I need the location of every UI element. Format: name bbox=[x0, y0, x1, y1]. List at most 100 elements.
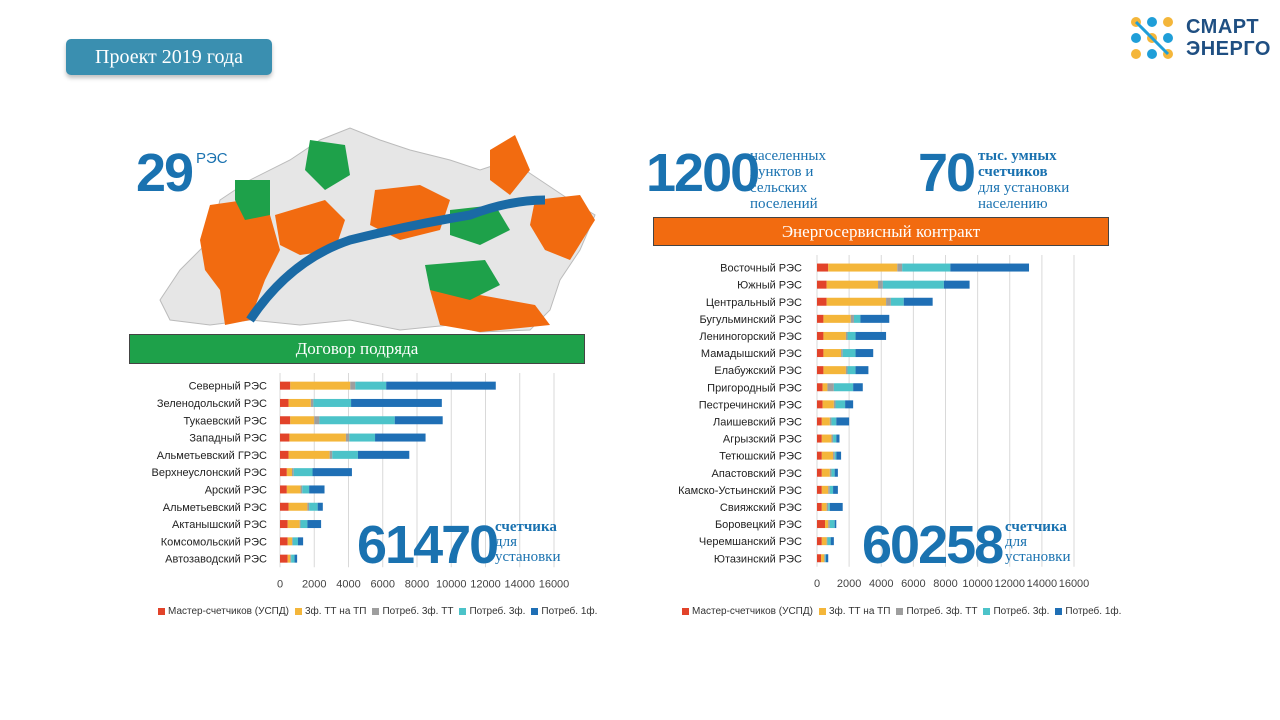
left-total-label-line: для bbox=[495, 534, 518, 550]
legend-swatch bbox=[818, 608, 826, 615]
bar-segment bbox=[831, 468, 835, 477]
bar-segment bbox=[826, 297, 887, 306]
bar-segment bbox=[855, 349, 874, 358]
bar-segment bbox=[821, 417, 830, 426]
bar-segment bbox=[313, 398, 352, 407]
bar-segment bbox=[841, 349, 843, 358]
bar-segment bbox=[286, 468, 292, 477]
legend-item: 3ф. ТТ на ТП bbox=[818, 606, 890, 617]
category-label: Западный РЭС bbox=[189, 433, 267, 445]
category-label: Центральный РЭС bbox=[706, 297, 802, 309]
bar-segment bbox=[280, 537, 288, 546]
bar-segment bbox=[828, 485, 830, 494]
legend-label: 3ф. ТТ на ТП bbox=[304, 606, 367, 617]
bar-segment bbox=[822, 383, 828, 392]
bar-segment bbox=[307, 502, 310, 511]
bar-segment bbox=[280, 381, 291, 390]
bar-segment bbox=[280, 398, 289, 407]
bar-segment bbox=[312, 468, 352, 477]
legend-label: Потреб. 1ф. bbox=[1065, 606, 1122, 617]
legend-item: Потреб. 3ф. ТТ bbox=[372, 606, 453, 617]
legend-swatch bbox=[459, 608, 467, 615]
x-tick-label: 0 bbox=[814, 578, 820, 590]
bar-segment bbox=[829, 485, 834, 494]
x-tick-label: 6000 bbox=[901, 578, 925, 590]
bar-segment bbox=[902, 263, 951, 272]
logo-dots-icon bbox=[1131, 17, 1173, 59]
bar-segment bbox=[823, 349, 842, 358]
map-region-orange-ne bbox=[490, 135, 530, 195]
bar-segment bbox=[355, 381, 387, 390]
bar-segment bbox=[850, 314, 854, 323]
x-tick-label: 16000 bbox=[539, 578, 570, 590]
map-region-green-south bbox=[425, 260, 500, 300]
bar-segment bbox=[332, 450, 358, 459]
bar-segment bbox=[307, 520, 322, 529]
left-total-label: счетчика для установки bbox=[495, 520, 560, 565]
meters-label-line: населению bbox=[978, 196, 1048, 212]
x-tick-label: 2000 bbox=[837, 578, 861, 590]
res-count: 29 bbox=[136, 143, 194, 203]
bar-segment bbox=[817, 520, 826, 529]
region-map bbox=[159, 127, 596, 333]
map-region-orange-east bbox=[530, 195, 595, 260]
category-label: Лаишевский РЭС bbox=[713, 416, 802, 428]
bar-segment bbox=[375, 433, 426, 442]
bar-segment bbox=[855, 366, 869, 375]
bar-segment bbox=[826, 537, 828, 546]
bar-segment bbox=[817, 468, 822, 477]
category-label: Елабужский РЭС bbox=[714, 365, 802, 377]
bar-segment bbox=[817, 331, 824, 340]
legend-item: 3ф. ТТ на ТП bbox=[294, 606, 367, 617]
bar-segment bbox=[821, 485, 829, 494]
bar-segment bbox=[821, 468, 830, 477]
bar-segment bbox=[822, 400, 834, 409]
chart-right: 0 2000 4000 6000 8000 10000 12000 14000 16000 Вос… bbox=[678, 255, 1090, 590]
bar-segment bbox=[280, 416, 291, 425]
bar-segment bbox=[288, 398, 311, 407]
map-region-orange-west bbox=[200, 200, 280, 325]
category-label: Боровецкий РЭС bbox=[715, 519, 802, 531]
bar-segment bbox=[834, 520, 837, 529]
bar-segment bbox=[825, 554, 826, 563]
bar-segment bbox=[836, 417, 850, 426]
category-label: Верхнеуслонский РЭС bbox=[152, 467, 268, 479]
legend-swatch bbox=[1055, 608, 1063, 615]
bar-segment bbox=[827, 383, 834, 392]
category-label: Мамадышский РЭС bbox=[701, 348, 802, 360]
bar-segment bbox=[300, 485, 303, 494]
bar-segment bbox=[288, 502, 308, 511]
category-label: Тукаевский РЭС bbox=[184, 415, 268, 427]
bar-segment bbox=[821, 434, 832, 443]
map-river bbox=[246, 195, 546, 323]
bar-segment bbox=[280, 502, 289, 511]
x-tick-label: 12000 bbox=[994, 578, 1025, 590]
bar-segment bbox=[280, 485, 287, 494]
legend-label: Потреб. 3ф. ТТ bbox=[906, 606, 978, 617]
legend-item: Мастер-счетчиков (УСПД) bbox=[682, 606, 813, 617]
bar-segment bbox=[287, 554, 291, 563]
bar-segment bbox=[280, 554, 288, 563]
bar-segment bbox=[835, 400, 846, 409]
bar-segment bbox=[302, 485, 310, 494]
category-label: Комсомольский РЭС bbox=[161, 536, 267, 548]
bar-segment bbox=[292, 537, 298, 546]
meters-label: тыс. умных счетчиков для установки насел… bbox=[978, 148, 1069, 212]
bar-segment bbox=[287, 537, 292, 546]
legend-label: Потреб. 3ф. bbox=[993, 606, 1050, 617]
bar-segment bbox=[825, 554, 829, 563]
bar-segment bbox=[821, 537, 827, 546]
x-tick-label: 16000 bbox=[1059, 578, 1090, 590]
left-total-label-line: счетчика bbox=[495, 519, 557, 535]
settlements-count: 1200 bbox=[646, 143, 760, 203]
bar-segment bbox=[817, 400, 823, 409]
x-tick-label: 4000 bbox=[869, 578, 893, 590]
x-tick-label: 0 bbox=[277, 578, 283, 590]
bar-segment bbox=[829, 520, 835, 529]
category-label: Ютазинский РЭС bbox=[714, 553, 802, 565]
bar-segment bbox=[817, 502, 822, 511]
legend-label: Потреб. 3ф. bbox=[469, 606, 526, 617]
bar-segment bbox=[853, 383, 863, 392]
bar-segment bbox=[329, 450, 333, 459]
x-tick-label: 10000 bbox=[436, 578, 467, 590]
